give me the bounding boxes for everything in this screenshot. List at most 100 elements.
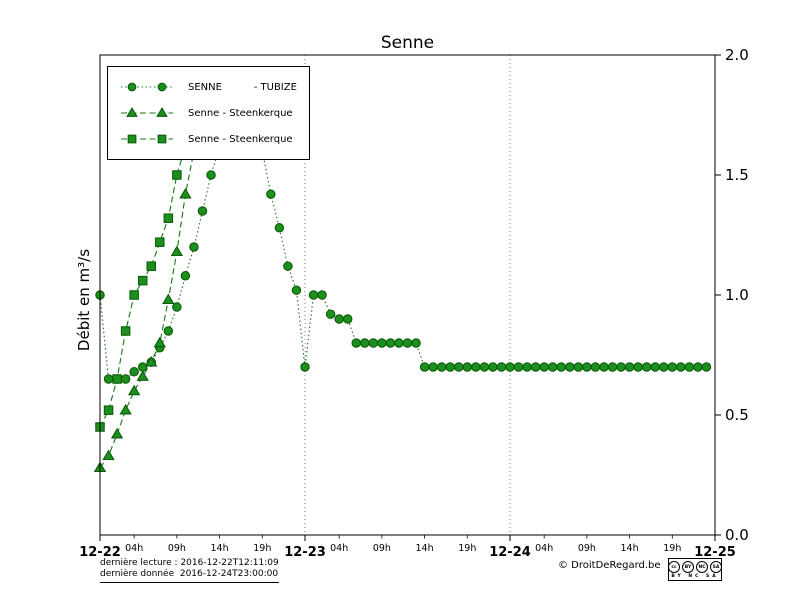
- circle-marker: [317, 290, 327, 300]
- triangle-marker: [136, 370, 149, 381]
- circle-marker: [599, 362, 609, 372]
- square-marker: [155, 237, 165, 247]
- circle-marker: [377, 338, 387, 348]
- circle-marker: [684, 362, 695, 372]
- legend-item-0: SENNE - TUBIZE: [118, 74, 297, 100]
- circle-marker: [547, 362, 558, 372]
- circle-marker: [180, 271, 191, 281]
- circle-marker: [411, 338, 421, 348]
- cc-nc-icon: NC: [696, 561, 708, 573]
- y-tick-label: 0.5: [725, 406, 749, 424]
- circle-marker: [428, 362, 438, 372]
- square-marker: [120, 326, 131, 336]
- cc-by-icon: BY: [682, 561, 694, 573]
- triangle-marker: [179, 187, 192, 199]
- circle-marker: [676, 362, 686, 372]
- circle-marker: [300, 362, 310, 372]
- circle-marker: [368, 338, 379, 348]
- circle-marker: [607, 362, 618, 372]
- x-hour-label: 04h: [330, 543, 348, 554]
- legend-label: SENNE - TUBIZE: [188, 81, 297, 93]
- circle-marker: [419, 362, 430, 372]
- triangle-marker: [153, 336, 166, 348]
- legend-label: Senne - Steenkerque: [188, 107, 293, 119]
- circle-marker: [360, 338, 370, 348]
- legend-square-sample: [121, 134, 173, 144]
- circle-marker: [624, 362, 635, 372]
- square-marker: [163, 213, 174, 223]
- legend-item-1: Senne - Steenkerque: [118, 100, 297, 126]
- circle-marker: [394, 338, 404, 348]
- circle-marker: [453, 362, 464, 372]
- circle-marker: [351, 338, 361, 348]
- legend-circle-sample: [121, 82, 173, 92]
- cc-sa-icon: SA: [710, 561, 722, 573]
- x-day-label: 12-24: [489, 545, 531, 560]
- circle-marker: [163, 326, 174, 336]
- circle-marker: [582, 362, 592, 372]
- x-hour-label: 19h: [253, 543, 271, 554]
- triangle-marker: [110, 427, 124, 439]
- circle-marker: [650, 362, 660, 372]
- circle-marker: [385, 338, 396, 348]
- gridlines: [304, 55, 511, 535]
- circle-marker: [206, 170, 216, 180]
- circle-marker: [103, 374, 114, 384]
- circle-marker: [479, 362, 490, 372]
- circle-marker: [436, 362, 447, 372]
- circle-marker: [274, 223, 285, 233]
- circle-marker: [496, 362, 507, 372]
- cc-license-labels: BY NC SA: [671, 574, 719, 579]
- x-hour-label: 09h: [373, 543, 391, 554]
- y-tick-label: 2.0: [725, 46, 749, 64]
- chart-title: Senne: [380, 33, 435, 53]
- circle-marker: [658, 362, 669, 372]
- circle-marker: [197, 206, 208, 216]
- triangle-marker: [128, 384, 141, 396]
- square-marker: [127, 134, 137, 144]
- circle-marker: [522, 362, 532, 372]
- y-axis: 0.0 0.5 1.0 1.5 2.0: [715, 46, 749, 544]
- x-day-label: 12-23: [284, 545, 326, 560]
- triangle-marker: [156, 107, 168, 117]
- circle-marker: [565, 362, 575, 372]
- cc-license-badge[interactable]: cc BY NC SA BY NC SA: [668, 558, 722, 581]
- y-tick-label: 1.5: [725, 166, 749, 184]
- circle-marker: [172, 302, 182, 312]
- circle-marker: [120, 374, 131, 384]
- cc-license-icons: cc BY NC SA: [668, 561, 722, 573]
- copyright-text: © DroitDeRegard.be: [558, 560, 661, 571]
- circle-marker: [157, 82, 167, 92]
- circle-marker: [590, 362, 601, 372]
- square-marker: [129, 290, 139, 300]
- x-hour-label: 14h: [211, 543, 229, 554]
- circle-marker: [693, 362, 703, 372]
- x-hour-label: 09h: [578, 543, 596, 554]
- circle-marker: [342, 314, 353, 324]
- circle-marker: [573, 362, 584, 372]
- x-hour-label: 14h: [416, 543, 434, 554]
- legend-label: Senne - Steenkerque: [188, 133, 293, 145]
- square-marker: [172, 170, 182, 180]
- circle-marker: [462, 362, 473, 372]
- circle-marker: [616, 362, 626, 372]
- circle-marker: [530, 362, 541, 372]
- legend: SENNE - TUBIZE Senne - Steenkerque Senne -…: [107, 66, 310, 160]
- circle-marker: [334, 314, 344, 324]
- x-hour-label: 09h: [168, 543, 186, 554]
- circle-marker: [127, 82, 137, 92]
- series-2-square: [95, 79, 199, 432]
- x-hour-label: 14h: [621, 543, 639, 554]
- triangle-marker: [126, 107, 138, 117]
- x-hour-label: 04h: [125, 543, 143, 554]
- y-axis-label: Débit en m³/s: [75, 248, 93, 352]
- circle-marker: [266, 189, 276, 199]
- square-marker: [112, 374, 122, 384]
- triangle-marker: [145, 355, 158, 367]
- circle-marker: [471, 362, 481, 372]
- triangle-marker: [119, 403, 132, 415]
- x-hour-label: 19h: [663, 543, 681, 554]
- circle-marker: [325, 309, 336, 319]
